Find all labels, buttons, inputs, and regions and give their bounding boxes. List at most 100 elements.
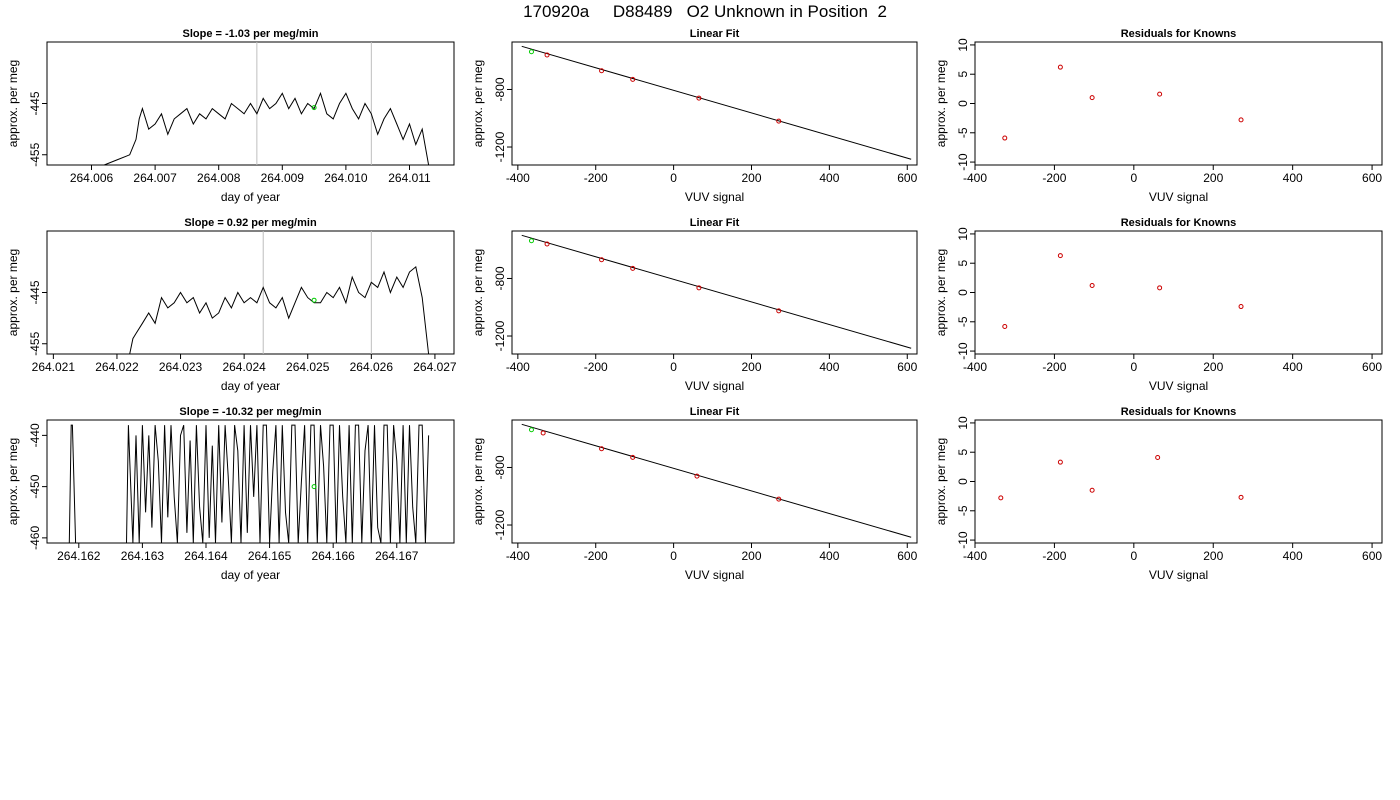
unknown-point [528, 238, 534, 244]
known-point [630, 454, 636, 460]
y-tick-label: 5 [956, 71, 970, 78]
x-tick-label: 264.163 [121, 549, 165, 563]
x-tick-label: 264.027 [413, 360, 457, 374]
x-tick-label: 400 [819, 360, 839, 374]
known-point [544, 52, 550, 58]
x-tick-label: 400 [819, 549, 839, 563]
x-tick-label: 264.164 [184, 549, 228, 563]
x-tick-label: 264.021 [32, 360, 76, 374]
plot-marks [68, 424, 430, 543]
x-tick-label: 200 [741, 360, 761, 374]
y-tick-label: -450 [28, 474, 42, 498]
plot-frame [46, 230, 455, 355]
x-axis-label: VUV signal [685, 568, 744, 582]
plot-frame [511, 41, 918, 166]
known-point [599, 68, 605, 74]
x-tick-label: 600 [897, 360, 917, 374]
y-tick-label: 0 [956, 289, 970, 296]
panel-1-2: Linear Fit -400 -200 0 200 400 600 -1200 -800 VUV… [471, 28, 918, 204]
x-tick-label: -400 [506, 549, 530, 563]
y-axis-label: approx. per meg [934, 438, 948, 525]
unknown-point [528, 49, 534, 55]
y-tick-label: 10 [956, 38, 970, 52]
plot-marks [1002, 253, 1244, 329]
plot-frame [974, 419, 1383, 544]
y-tick-label: 0 [956, 478, 970, 485]
x-axis-label: VUV signal [1149, 568, 1208, 582]
x-tick-label: 0 [670, 549, 677, 563]
series-line [129, 265, 430, 354]
x-tick-label: 264.024 [222, 360, 266, 374]
y-tick-label: -445 [28, 280, 42, 304]
panel-3-3: Residuals for Knowns -400 -200 0 200 400 600 -1… [934, 406, 1383, 582]
x-axis-label: VUV signal [1149, 379, 1208, 393]
y-tick-label: 10 [956, 227, 970, 241]
y-tick-label: 5 [956, 260, 970, 267]
y-tick-label: -455 [28, 331, 42, 355]
y-axis-label: approx. per meg [934, 60, 948, 147]
y-axis-label: approx. per meg [6, 249, 20, 336]
plot-marks [104, 42, 430, 165]
panel-title: Linear Fit [690, 217, 740, 229]
y-axis-label: approx. per meg [6, 60, 20, 147]
x-tick-label: 264.011 [388, 171, 431, 185]
panel-title: Slope = 0.92 per meg/min [184, 217, 317, 229]
x-tick-label: -400 [963, 171, 987, 185]
y-tick-label: -440 [28, 423, 42, 447]
plot-marks [129, 231, 430, 354]
residual-point [1157, 285, 1163, 291]
residual-point [1155, 454, 1161, 460]
y-tick-label: -460 [28, 526, 42, 550]
x-tick-label: -200 [1042, 549, 1066, 563]
x-tick-label: 264.009 [261, 171, 305, 185]
plot-marks [521, 423, 912, 538]
panel-2-3: Residuals for Knowns -400 -200 0 200 400 600 -1… [934, 217, 1383, 393]
y-tick-label: -1200 [493, 131, 507, 162]
y-tick-label: -800 [493, 266, 507, 290]
y-tick-label: -5 [956, 505, 970, 516]
residual-point [1157, 91, 1163, 97]
plot-marks [521, 45, 912, 160]
x-tick-label: -200 [584, 360, 608, 374]
x-axis-label: day of year [221, 568, 280, 582]
x-tick-label: -200 [584, 171, 608, 185]
series-line [104, 91, 430, 165]
panel-title: Linear Fit [690, 406, 740, 418]
plot-frame [974, 41, 1383, 166]
x-tick-label: 400 [1283, 549, 1303, 563]
x-tick-label: -400 [506, 360, 530, 374]
unknown-point [311, 105, 317, 111]
panel-title: Slope = -10.32 per meg/min [179, 406, 321, 418]
panel-title: Residuals for Knowns [1121, 28, 1237, 40]
panel-1-1: Slope = -1.03 per meg/min 264.006 264.007 2… [6, 28, 455, 204]
x-tick-label: 264.025 [286, 360, 330, 374]
x-tick-label: 200 [1203, 171, 1223, 185]
x-tick-label: 600 [1362, 549, 1382, 563]
x-tick-label: 264.007 [133, 171, 177, 185]
y-axis-label: approx. per meg [6, 438, 20, 525]
known-point [599, 446, 605, 452]
x-axis-label: VUV signal [685, 379, 744, 393]
x-tick-label: 600 [1362, 360, 1382, 374]
x-tick-label: 264.022 [95, 360, 139, 374]
x-tick-label: 200 [741, 171, 761, 185]
known-point [544, 241, 550, 247]
residual-point [1089, 487, 1095, 493]
y-axis-label: approx. per meg [471, 249, 485, 336]
residual-point [1057, 64, 1063, 70]
y-tick-label: -800 [493, 455, 507, 479]
x-tick-label: 264.162 [57, 549, 101, 563]
residual-point [1057, 253, 1063, 259]
plot-frame [46, 419, 455, 544]
y-tick-label: -10 [956, 531, 970, 549]
y-tick-label: 10 [956, 416, 970, 430]
plot-marks [998, 454, 1244, 501]
x-tick-label: 264.166 [311, 549, 355, 563]
y-axis-label: approx. per meg [471, 438, 485, 525]
plot-frame [511, 419, 918, 544]
residual-point [1089, 95, 1095, 101]
panel-title: Residuals for Knowns [1121, 406, 1237, 418]
panel-2-1: Slope = 0.92 per meg/min 264.021 264.022 26… [6, 217, 457, 393]
figure-title: 170920a D88489 O2 Unknown in Position 2 [523, 2, 887, 21]
residual-point [1238, 494, 1244, 500]
